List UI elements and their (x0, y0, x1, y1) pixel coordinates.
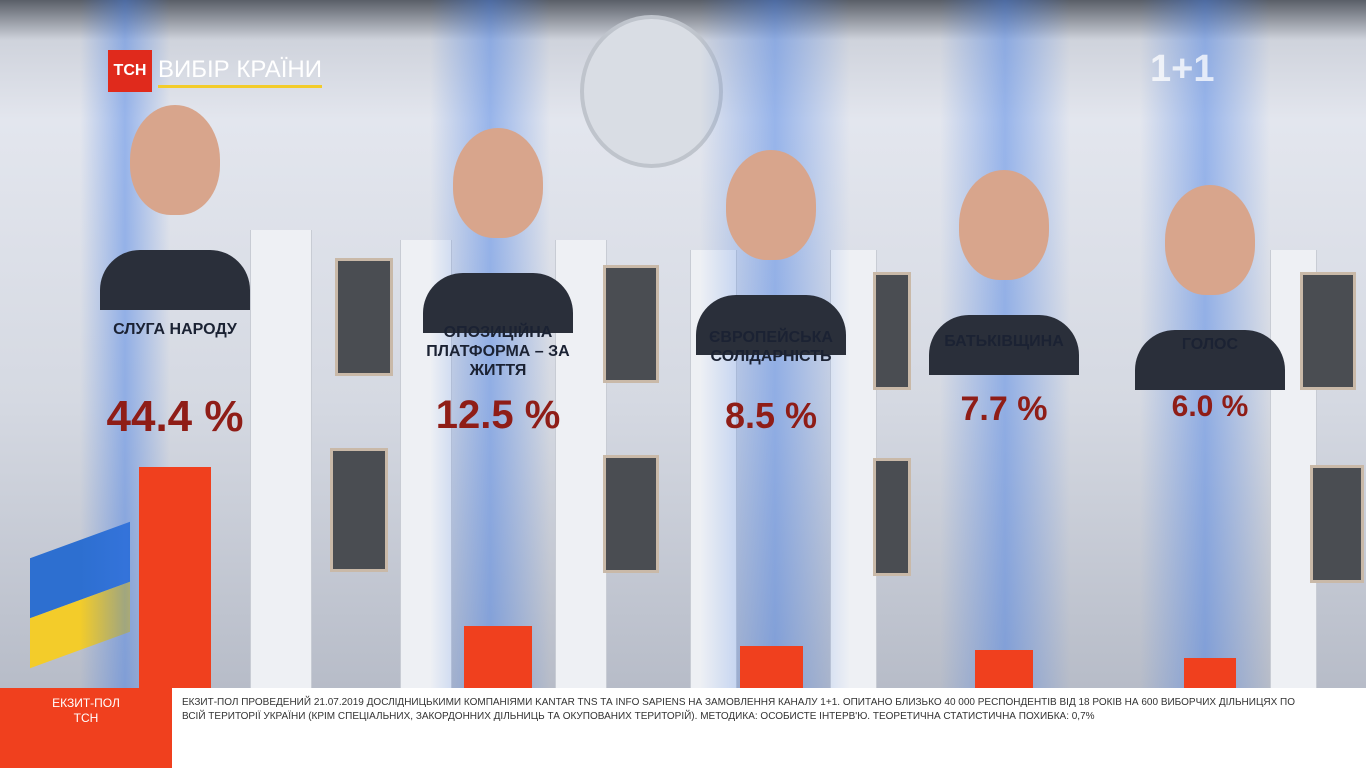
ticker-label-box: ЕКЗИТ-ПОЛ ТСН (0, 688, 172, 768)
window (603, 455, 659, 573)
party-name: СЛУГА НАРОДУ (113, 321, 237, 338)
light-streak (430, 0, 550, 688)
window (330, 448, 388, 572)
portrait (453, 128, 543, 238)
party-name: ГОЛОС (1181, 336, 1239, 353)
ticker-label: ЕКЗИТ-ПОЛ ТСН (52, 696, 120, 725)
portrait (696, 295, 846, 355)
value-label: 12.5 % (435, 393, 561, 437)
ticker: ЕКЗИТ-ПОЛ ТСН ЕКЗИТ-ПОЛ ПРОВЕДЕНИЙ 21.07… (0, 688, 1366, 768)
value-label: 8.5 % (724, 395, 818, 436)
program-title: ВИБІР КРАЇНИ (158, 55, 322, 88)
bar (975, 649, 1033, 688)
portrait (726, 150, 816, 260)
bar (739, 645, 803, 688)
bar (464, 625, 532, 688)
portrait (1165, 185, 1255, 295)
value-label: 44.4 % (106, 392, 244, 441)
value-label: 6.0 % (1171, 390, 1249, 423)
portrait (929, 315, 1079, 375)
portrait (423, 273, 573, 333)
party-name: ЄВРОПЕЙСЬКА СОЛІДАРНІСТЬ (709, 329, 833, 365)
bar (139, 467, 211, 688)
party-name: БАТЬКІВЩИНА (944, 333, 1064, 350)
portrait (1135, 330, 1285, 390)
portrait (130, 105, 220, 215)
party-name: ОПОЗИЦІЙНА ПЛАТФОРМА – ЗА ЖИТТЯ (426, 324, 570, 379)
window (873, 458, 911, 576)
window (1300, 272, 1356, 390)
logo: ТСН (108, 50, 152, 92)
window (873, 272, 911, 390)
channel-logo: 1+1 (1150, 48, 1215, 90)
window (603, 265, 659, 383)
value-label: 7.7 % (960, 390, 1048, 428)
emblem (580, 15, 723, 168)
bar (1184, 658, 1236, 688)
portrait (100, 250, 250, 310)
ticker-text: ЕКЗИТ-ПОЛ ПРОВЕДЕНИЙ 21.07.2019 ДОСЛІДНИ… (182, 697, 1295, 722)
portrait (959, 170, 1049, 280)
window (1310, 465, 1364, 583)
column (250, 230, 312, 688)
window (335, 258, 393, 376)
